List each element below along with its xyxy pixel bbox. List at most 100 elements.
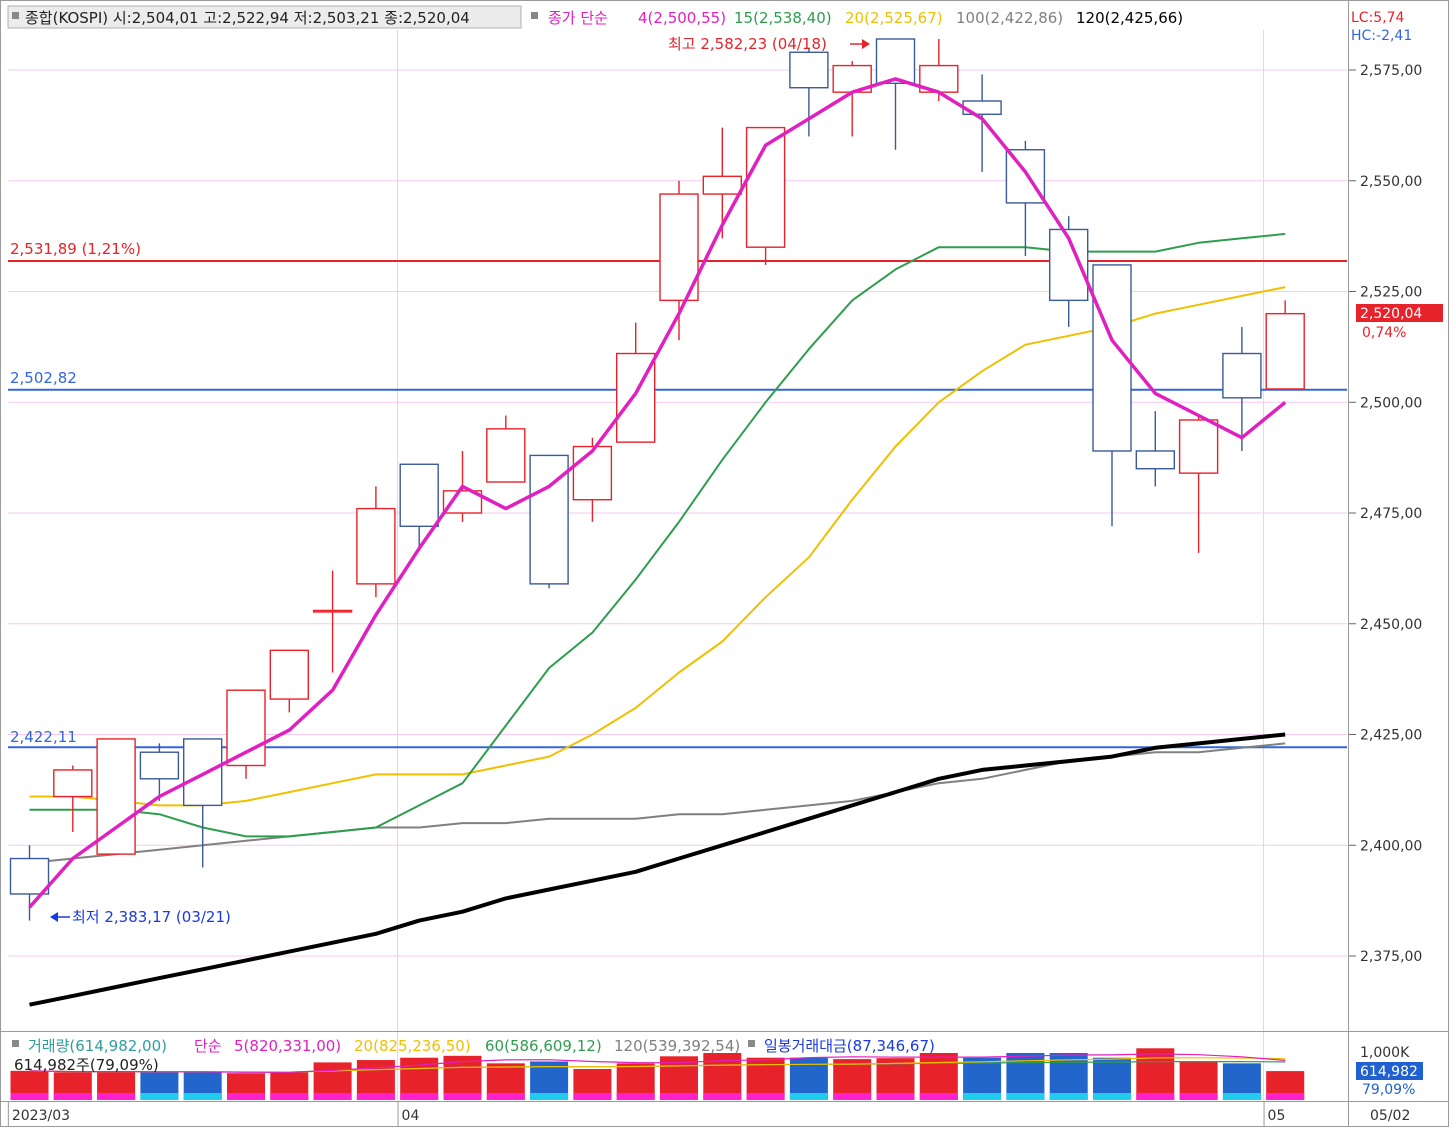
y-tick-label: 2,425,00 <box>1360 728 1422 744</box>
candle <box>139 743 180 801</box>
volume-amount-bar <box>313 1093 352 1100</box>
header-ma120: 120(2,425,66) <box>1076 9 1183 27</box>
y-tick-label: 2,575,00 <box>1360 63 1422 79</box>
amount-bullet-icon <box>748 1040 755 1047</box>
candle <box>312 570 353 673</box>
candle <box>9 845 50 921</box>
volume-bar <box>227 1073 265 1100</box>
candle <box>702 127 742 239</box>
candle <box>486 415 526 483</box>
volume-amount-bar <box>876 1093 915 1100</box>
volume-bar <box>1179 1061 1218 1100</box>
volume-amount-bar <box>1222 1093 1261 1100</box>
volume-bar-body <box>919 1053 958 1100</box>
volume-amount-bar <box>1266 1093 1305 1100</box>
x-tick-label: 04 <box>402 1108 420 1124</box>
vol-ma20: 20(825,236,50) <box>354 1037 471 1055</box>
candle-body <box>356 507 396 585</box>
volume-bar-body <box>660 1056 698 1100</box>
volume-bar <box>919 1053 958 1100</box>
blue-line-label-2: 2,422,11 <box>10 728 77 746</box>
vol-ma-title: 단순 <box>194 1037 222 1055</box>
candle-body <box>659 193 699 302</box>
volume-amount-bar <box>1136 1093 1175 1100</box>
x-tick-label: 2023/03 <box>12 1108 70 1124</box>
volume-amount-bar <box>10 1093 49 1100</box>
volume-amount-bar <box>703 1093 742 1100</box>
candle <box>1178 415 1219 553</box>
volume-bar <box>963 1057 1002 1100</box>
volume-bar-body <box>963 1057 1002 1100</box>
candle <box>1222 326 1262 451</box>
volume-bar <box>616 1063 655 1100</box>
volume-bar-body <box>1136 1048 1175 1100</box>
candle-body <box>1265 312 1305 390</box>
volume-bar <box>486 1063 525 1100</box>
current-price-tag <box>1356 304 1443 322</box>
candle-body <box>53 769 93 798</box>
volume-amount-bar <box>963 1093 1002 1100</box>
candle <box>53 765 93 832</box>
price-axis: 2,375,00 2,400,00 2,425,00 2,450,00 2,475,00… <box>1349 63 1422 965</box>
header-ma20: 20(2,525,67) <box>845 9 943 27</box>
candle <box>572 437 613 522</box>
low-annotation: 최저 2,383,17 (03/21) <box>72 908 231 926</box>
current-vol: 614,982 <box>1360 1064 1418 1080</box>
y-tick-label: 2,450,00 <box>1360 617 1422 633</box>
ma20-line <box>29 286 1286 807</box>
header-title-box <box>7 5 522 29</box>
volume-bar-body <box>1049 1053 1088 1100</box>
price-panel[interactable] <box>8 30 1347 1101</box>
y-tick-label: 2,525,00 <box>1360 285 1422 301</box>
volume-amount-bar <box>183 1093 222 1100</box>
vol-ma5: 5(820,331,00) <box>234 1037 341 1055</box>
volume-amount-bar <box>746 1093 785 1100</box>
shares-label: 614,982주(79,09%) <box>14 1056 159 1074</box>
current-vol-pct: 79,09% <box>1362 1082 1415 1098</box>
candle <box>399 463 439 549</box>
candles <box>9 38 1305 921</box>
volume-amount-bar <box>356 1093 395 1100</box>
candle <box>226 689 266 779</box>
header-title: 종합(KOSPI) 시:2,504,01 고:2,522,94 저:2,503,… <box>25 9 470 27</box>
volume-bar-body <box>1093 1057 1131 1100</box>
candle-body <box>875 38 916 84</box>
vol-bullet-icon <box>12 1040 19 1047</box>
red-line-label: 2,531,89 (1,21%) <box>10 240 141 258</box>
volume-bar <box>1222 1063 1261 1100</box>
candle-body <box>702 175 742 195</box>
candle-body <box>486 428 526 483</box>
volume-bar <box>833 1059 872 1100</box>
lc-label: LC:5,74 <box>1351 10 1405 26</box>
volume-amount-bar <box>1049 1093 1088 1100</box>
candle-body <box>312 609 353 613</box>
volume-bar <box>573 1068 612 1100</box>
amount-label: 일봉거래대금(87,346,67) <box>764 1037 935 1055</box>
candle <box>1135 411 1176 487</box>
volume-amount-bar <box>1179 1093 1218 1100</box>
volume-amount-bar <box>97 1093 136 1100</box>
y-tick-label: 2,500,00 <box>1360 395 1422 411</box>
current-price: 2,520,04 <box>1360 306 1422 322</box>
moving-average-lines <box>29 232 1286 1007</box>
volume-amount-bar <box>486 1093 525 1100</box>
volume-amount-bar <box>789 1093 828 1100</box>
volume-amount-bar <box>530 1093 569 1100</box>
volume-amount-bar <box>573 1093 612 1100</box>
volume-bar <box>313 1062 352 1100</box>
ma4-line <box>28 77 1287 909</box>
volume-amount-bar <box>919 1093 958 1100</box>
y-tick-label: 2,475,00 <box>1360 506 1422 522</box>
high-annotation: 최고 2,582,23 (04/18) <box>668 35 827 53</box>
candle <box>182 738 223 868</box>
volume-amount-bar <box>140 1093 179 1100</box>
current-pct: 0,74% <box>1362 325 1406 341</box>
high-arrow-icon <box>850 39 870 49</box>
x-axis: 2023/03 04 05 <box>7 1102 1285 1127</box>
volume-panel[interactable] <box>10 1048 1305 1100</box>
current-vol-tag <box>1356 1062 1423 1080</box>
volume-amount-bar <box>270 1093 309 1100</box>
y-tick-label: 2,400,00 <box>1360 838 1422 854</box>
volume-bar <box>660 1056 698 1100</box>
